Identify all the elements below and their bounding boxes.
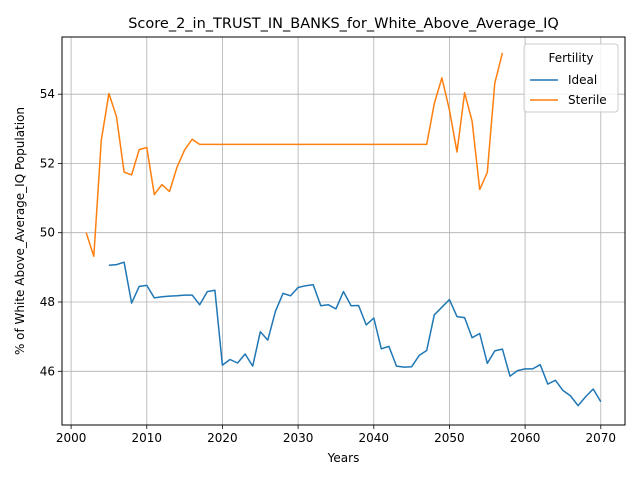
legend-entries: Ideal Sterile xyxy=(530,73,607,107)
legend-title: Fertility xyxy=(548,51,593,65)
series-line-ideal xyxy=(108,261,602,407)
y-tick-label: 50 xyxy=(40,226,55,240)
x-axis-ticks: 2000 2010 2020 2030 2040 2050 2060 2070 xyxy=(56,425,616,445)
series-lines xyxy=(85,52,602,407)
series-line-sterile xyxy=(85,52,504,258)
plot-frame xyxy=(61,36,626,426)
y-tick-label: 52 xyxy=(40,156,55,170)
x-tick-label: 2050 xyxy=(434,431,465,445)
legend-label-sterile: Sterile xyxy=(568,93,607,107)
x-tick-label: 2030 xyxy=(283,431,314,445)
legend: Fertility Ideal Sterile xyxy=(523,43,619,113)
x-tick-label: 2020 xyxy=(207,431,238,445)
y-tick-label: 46 xyxy=(40,364,55,378)
x-tick-label: 2010 xyxy=(132,431,163,445)
y-tick-label: 48 xyxy=(40,295,55,309)
x-tick-label: 2040 xyxy=(359,431,390,445)
x-tick-label: 2060 xyxy=(510,431,541,445)
x-axis-label: Years xyxy=(327,451,360,465)
y-axis-ticks: 46 48 50 52 54 xyxy=(40,87,62,378)
x-tick-label: 2070 xyxy=(586,431,617,445)
y-tick-label: 54 xyxy=(40,87,55,101)
x-tick-label: 2000 xyxy=(56,431,87,445)
chart-title: Score_2_in_TRUST_IN_BANKS_for_White_Abov… xyxy=(128,16,559,32)
legend-box xyxy=(523,43,619,113)
y-axis-label: % of White Above_Average_IQ Population xyxy=(13,107,27,355)
legend-label-ideal: Ideal xyxy=(568,73,597,87)
